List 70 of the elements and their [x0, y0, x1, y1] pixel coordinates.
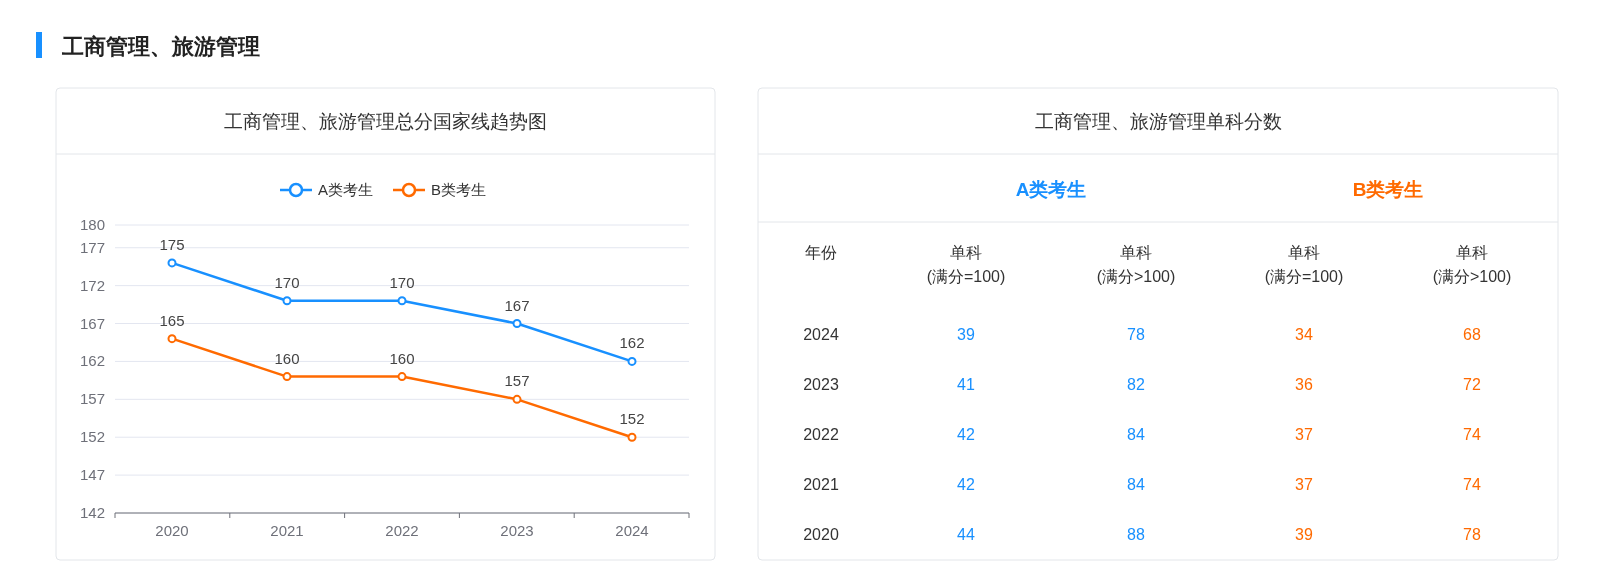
data-label: 36	[1295, 376, 1313, 393]
x-tick-label: 2020	[155, 522, 189, 539]
point	[282, 372, 292, 382]
data-label: 152	[619, 410, 645, 428]
data-label: 157	[504, 372, 530, 390]
data-label: 160	[274, 349, 300, 367]
data-label: 78	[1127, 326, 1145, 343]
data-label: 162	[619, 334, 645, 352]
y-tick-label: 152	[79, 428, 105, 446]
chart-title: 工商管理、旅游管理总分国家线趋势图	[224, 111, 547, 132]
legend-label: A类考生	[318, 181, 374, 198]
x-tick-label: 单科 (满分>100)	[1096, 244, 1176, 285]
data-label: 82	[1127, 376, 1145, 393]
data-label: 39	[1295, 526, 1313, 543]
x-tick-label: 2021	[270, 522, 304, 539]
data-label: 39	[957, 326, 975, 343]
point	[167, 258, 177, 268]
y-tick-label: 162	[79, 352, 105, 370]
data-label: 170	[389, 273, 415, 291]
x-tick-label: 单科 (满分=100)	[926, 244, 1006, 285]
legend-label: B类考生	[431, 181, 487, 198]
data-label: 167	[504, 296, 530, 314]
y-tick-label: 2022	[803, 426, 839, 443]
data-label: 74	[1463, 476, 1481, 493]
text: 工商管理、旅游管理	[61, 34, 260, 59]
y-tick-label: 2021	[803, 476, 839, 493]
data-label: 37	[1295, 426, 1313, 443]
text: B类考生	[1352, 179, 1424, 200]
x-tick-label: 单科 (满分>100)	[1432, 244, 1512, 285]
data-label: 175	[159, 235, 185, 253]
data-label: 78	[1463, 526, 1481, 543]
data-label: 41	[957, 376, 975, 393]
point	[512, 394, 522, 404]
data-label: 34	[1295, 326, 1313, 343]
point	[512, 319, 522, 329]
data-label: 84	[1127, 476, 1145, 493]
data-label: 74	[1463, 426, 1481, 443]
x-tick-label: 2023	[500, 522, 534, 539]
data-label: 44	[957, 526, 975, 543]
data-label: 88	[1127, 526, 1145, 543]
y-tick-label: 180	[79, 216, 105, 233]
y-tick-label: 167	[79, 314, 105, 332]
data-label: 165	[159, 311, 185, 329]
data-label: 68	[1463, 326, 1481, 343]
data-label: 84	[1127, 426, 1145, 443]
data-label: 160	[389, 349, 415, 367]
point	[167, 334, 177, 344]
data-label: 42	[957, 476, 975, 493]
point	[397, 296, 407, 306]
point	[627, 432, 637, 442]
point	[282, 296, 292, 306]
data-label: 37	[1295, 476, 1313, 493]
text: A类考生	[1015, 179, 1087, 200]
x-tick-label: 单科 (满分=100)	[1264, 244, 1344, 285]
chart-title: 工商管理、旅游管理单科分数	[1034, 111, 1282, 132]
y-tick-label: 147	[79, 466, 105, 484]
data-label: 72	[1463, 376, 1481, 393]
point	[397, 372, 407, 382]
data-label: 42	[957, 426, 975, 443]
y-tick-label: 157	[79, 390, 105, 408]
x-tick-label: 2022	[385, 522, 419, 539]
text: 年份	[805, 244, 837, 261]
data-label: 170	[274, 273, 300, 291]
y-tick-label: 142	[79, 504, 105, 521]
point	[627, 356, 637, 366]
x-tick-label: 2024	[615, 522, 649, 539]
y-tick-label: 2024	[803, 326, 839, 343]
y-tick-label: 2023	[803, 376, 839, 393]
y-tick-label: 172	[79, 276, 105, 294]
y-tick-label: 177	[79, 238, 105, 256]
